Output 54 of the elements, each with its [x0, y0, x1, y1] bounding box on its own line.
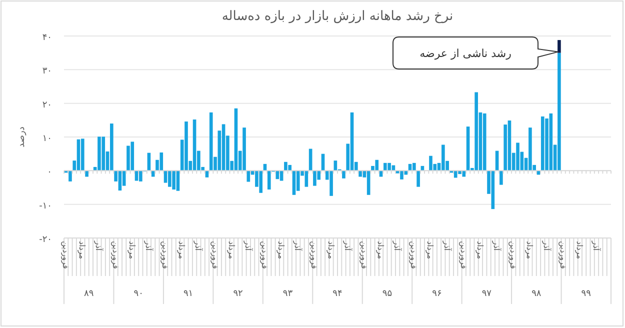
y-tick-label: ۲۰ [42, 100, 52, 110]
x-tick-label: فروردین [260, 241, 269, 270]
chart-title: نرخ رشد ماهانه ارزش بازار در بازه ده‌ساله [222, 9, 454, 24]
x-tick-label: مرداد [78, 241, 87, 260]
x-tick-label: مرداد [276, 241, 286, 260]
text: ۹۸ [532, 289, 542, 299]
x-tick-label: فروردین [310, 241, 319, 270]
text: ۹۳ [282, 289, 293, 299]
x-tick-label: فروردین [409, 241, 418, 270]
x-tick-label: مرداد [574, 241, 584, 260]
x-tick-label: آذر [591, 240, 602, 252]
x-tick-label: مرداد [525, 241, 534, 260]
x-tick-label: مرداد [226, 241, 236, 260]
y-tick-label: ۱۰ [42, 134, 52, 144]
x-tick-label: مرداد [426, 241, 435, 260]
y-tick-label: ۴۰ [42, 33, 52, 43]
text: ۹۶ [432, 289, 442, 299]
text: ۹۲ [233, 289, 244, 299]
x-tick-label: مرداد [326, 241, 336, 260]
y-axis-title: درصد [17, 126, 27, 148]
x-tick-label: آذر [194, 240, 204, 252]
x-tick-label: آذر [492, 240, 502, 252]
text: ۸۹ [84, 289, 94, 299]
x-tick-label: آذر [442, 240, 452, 252]
x-tick-label: آذر [392, 240, 403, 252]
y-tick-label: ۳۰ [42, 66, 52, 77]
x-tick-label: آذر [94, 240, 104, 252]
x-tick-label: مرداد [127, 241, 136, 260]
text: ۹۵ [382, 289, 392, 299]
x-tick-label: مرداد [376, 241, 386, 260]
text: ۹۹ [581, 289, 592, 299]
text: ۹۰ [134, 289, 144, 299]
text: ۹۱ [183, 289, 194, 299]
x-tick-label: آذر [542, 240, 552, 252]
x-tick-label: آذر [342, 240, 353, 252]
x-tick-label: فروردین [160, 241, 170, 270]
x-tick-label: مرداد [475, 241, 484, 260]
x-tick-label: فروردین [458, 241, 468, 270]
y-tick-label: -۲۰ [39, 235, 52, 245]
x-tick-label: فروردین [110, 241, 120, 270]
x-tick-label: فروردین [508, 241, 518, 270]
x-tick-label: مرداد [177, 241, 186, 260]
y-tick-label: -۱۰ [39, 201, 52, 212]
x-tick-label: فروردین [61, 241, 70, 270]
x-tick-label: فروردین [359, 241, 368, 270]
annotation: رشد ناشی از عرضه [420, 47, 512, 60]
x-tick-label: آذر [144, 240, 154, 252]
text: ۹۴ [332, 289, 342, 299]
x-tick-label: فروردین [210, 241, 220, 270]
x-tick-label: آذر [293, 240, 304, 252]
x-tick-label: فروردین [558, 241, 568, 270]
x-tick-label: آذر [243, 240, 254, 252]
text: ۹۷ [482, 289, 492, 299]
y-tick-label: ۰ [47, 168, 52, 178]
